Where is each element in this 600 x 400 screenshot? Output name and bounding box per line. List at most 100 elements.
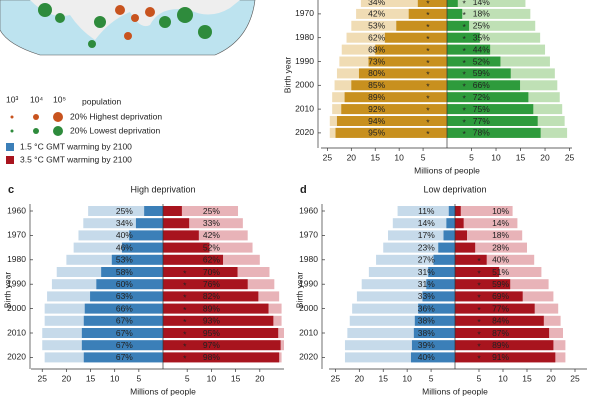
share-label: 18% (492, 230, 509, 240)
share-label: 89% (368, 92, 385, 102)
x-tick-label: 5 (136, 373, 141, 383)
share-label: 68% (368, 44, 385, 54)
x-tick-label: 10 (491, 152, 501, 162)
significance-marker: * (463, 70, 467, 80)
map (0, 0, 256, 56)
share-label: 67% (116, 340, 133, 350)
y-tick-label: 2010 (295, 103, 314, 113)
cohort-bar (360, 0, 447, 7)
exposed-bar (428, 267, 455, 277)
exposed-bar (447, 92, 529, 103)
share-label: 40% (418, 352, 435, 362)
share-label: 95% (368, 128, 385, 138)
cohort-bar (392, 218, 455, 229)
share-label: 92% (368, 104, 385, 114)
significance-marker: * (463, 34, 467, 44)
significance-marker: * (183, 268, 187, 278)
x-tick-label: 20 (355, 373, 365, 383)
exposed-bar (455, 242, 476, 253)
legend-label: 1.5 °C GMT warming by 2100 (20, 141, 132, 151)
cohort-bar (88, 206, 163, 216)
exposed-bar (163, 328, 279, 338)
y-tick-label: 1990 (295, 56, 314, 66)
x-tick-label: 15 (516, 152, 526, 162)
x-tick-label: 20 (62, 373, 72, 383)
share-label: 23% (418, 242, 435, 252)
cohort-bar (376, 254, 455, 265)
cohort-bar (352, 303, 455, 314)
share-label: 62% (203, 255, 220, 265)
significance-marker: * (426, 46, 430, 56)
share-label: 77% (492, 303, 509, 313)
map-dot (131, 14, 139, 22)
share-label: 31% (418, 267, 435, 277)
y-tick-label: 1960 (7, 205, 26, 215)
exposed-bar (455, 340, 554, 351)
exposed-bar (422, 291, 455, 302)
x-tick-label: 25 (331, 373, 341, 383)
map-dot (55, 13, 65, 23)
share-label: 11% (418, 206, 435, 216)
significance-marker: * (477, 305, 481, 315)
exposed-bar (163, 279, 248, 290)
share-label: 60% (116, 279, 133, 289)
significance-marker: * (426, 22, 430, 32)
legend-dot (53, 126, 63, 136)
x-tick-label: 20 (540, 152, 550, 162)
share-label: 39% (418, 340, 435, 350)
legend-label: 20% Lowest deprivation (70, 125, 161, 135)
exposed-bar (375, 44, 447, 55)
share-label: 34% (368, 0, 385, 7)
exposed-bar (455, 279, 511, 290)
share-label: 40% (492, 255, 509, 265)
share-label: 52% (203, 242, 220, 252)
significance-marker: * (426, 0, 430, 8)
significance-marker: * (426, 93, 430, 103)
legend-dot (10, 115, 14, 119)
share-label: 40% (116, 230, 133, 240)
map-dot (94, 16, 106, 28)
exposed-bar (90, 291, 163, 302)
significance-marker: * (183, 305, 187, 315)
legend-dot (33, 114, 39, 120)
exposed-bar (455, 303, 535, 314)
cohort-bar (388, 230, 455, 241)
share-label: 34% (116, 218, 133, 228)
share-label: 69% (492, 291, 509, 301)
share-label: 62% (368, 32, 385, 42)
share-label: 98% (203, 352, 220, 362)
x-tick-label: 15 (379, 373, 389, 383)
share-label: 95% (203, 328, 220, 338)
exposed-bar (358, 68, 447, 79)
x-tick-label: 25 (323, 152, 333, 162)
exposed-bar (81, 340, 163, 351)
x-axis-label: Millions of people (130, 386, 196, 396)
map-dot (38, 3, 52, 17)
y-tick-label: 2000 (7, 303, 26, 313)
significance-marker: * (463, 117, 467, 127)
x-tick-label: 25 (38, 373, 48, 383)
significance-marker: * (463, 93, 467, 103)
cohort-bar (163, 230, 248, 241)
exposed-bar (163, 303, 269, 314)
share-label: 78% (473, 128, 490, 138)
panel-label: d (300, 184, 307, 196)
exposed-bar (396, 20, 447, 31)
significance-marker: * (477, 256, 481, 266)
exposed-bar (433, 254, 455, 265)
cohort-bar (368, 267, 455, 277)
share-label: 77% (473, 116, 490, 126)
panel-title: Low deprivation (423, 184, 486, 194)
map-dot (177, 7, 193, 23)
exposed-bar (410, 352, 455, 363)
significance-marker: * (463, 0, 467, 8)
significance-marker: * (426, 117, 430, 127)
exposed-bar (447, 127, 541, 138)
share-label: 38% (418, 328, 435, 338)
significance-marker: * (183, 329, 187, 339)
significance-marker: * (477, 341, 481, 351)
share-label: 27% (418, 255, 435, 265)
exposed-bar (455, 230, 467, 241)
share-label: 59% (492, 279, 509, 289)
exposed-bar (447, 80, 521, 91)
